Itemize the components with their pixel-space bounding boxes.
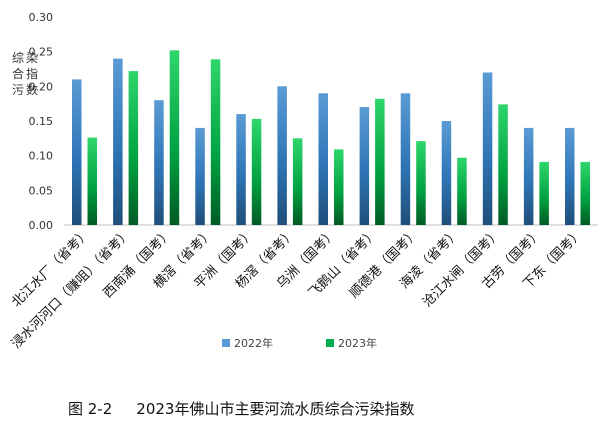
bar-2022 [277,86,287,225]
bar-2022 [195,127,205,225]
figure-number: 图 2-2 [68,400,113,418]
y-tick-label: 0.15 [29,115,54,128]
legend-label: 2023年 [338,336,377,350]
legend: 2022年 2023年 [222,336,377,350]
bar-2023 [251,118,262,225]
bar-2022 [523,127,534,225]
bar-2023 [457,157,467,225]
bar-2023 [334,149,344,225]
legend-swatch [326,339,334,347]
bar-2023 [169,50,180,225]
y-tick-label: 0.10 [29,150,54,163]
figure-caption: 图 2-2 2023年佛山市主要河流水质综合污染指数 [68,398,414,419]
bar-2023 [416,141,426,225]
bar-2023 [210,59,221,225]
x-tick-label: 沧江水闸（国考） [419,226,504,311]
y-tick-label: 0.00 [29,219,54,232]
y-tick-label: 0.25 [29,46,54,59]
bar-2022 [154,100,164,225]
bar-2022 [113,58,123,225]
bar-2023 [580,161,590,225]
legend-swatch [222,339,230,347]
bar-2023 [128,71,139,225]
x-tick-label: 西南涌（国考） [100,226,176,302]
legend-label: 2022年 [234,336,273,350]
bar-2022 [236,114,246,225]
y-tick-label: 0.30 [29,11,54,24]
bar-2022 [72,79,82,226]
bar-2023 [292,138,303,225]
bar-2023 [87,137,97,225]
bar-2023 [498,104,508,225]
x-axis-labels: 北江水厂（省考）浸水河河口（赚咀）（省考）西南涌（国考）横滘（省考）平洲（国考）… [8,226,586,352]
bar-2022 [359,107,370,225]
bar-2022 [482,72,493,225]
x-tick-label: 飞鹅山（省考） [305,226,381,302]
bar-2023 [539,161,549,225]
bar-2023 [375,98,385,225]
y-tick-label: 0.05 [29,184,54,197]
bars [72,50,590,226]
bar-2022 [400,93,411,225]
bar-2022 [318,93,328,225]
y-tick-label: 0.20 [29,80,54,93]
y-axis-label: 综合污染指数 [12,50,38,97]
figure-title: 2023年佛山市主要河流水质综合污染指数 [136,400,415,418]
bar-2022 [565,127,575,225]
bar-2022 [441,121,452,225]
y-axis: 0.00 0.05 0.10 0.15 0.20 0.25 0.30 综合污染指数 [12,11,598,232]
